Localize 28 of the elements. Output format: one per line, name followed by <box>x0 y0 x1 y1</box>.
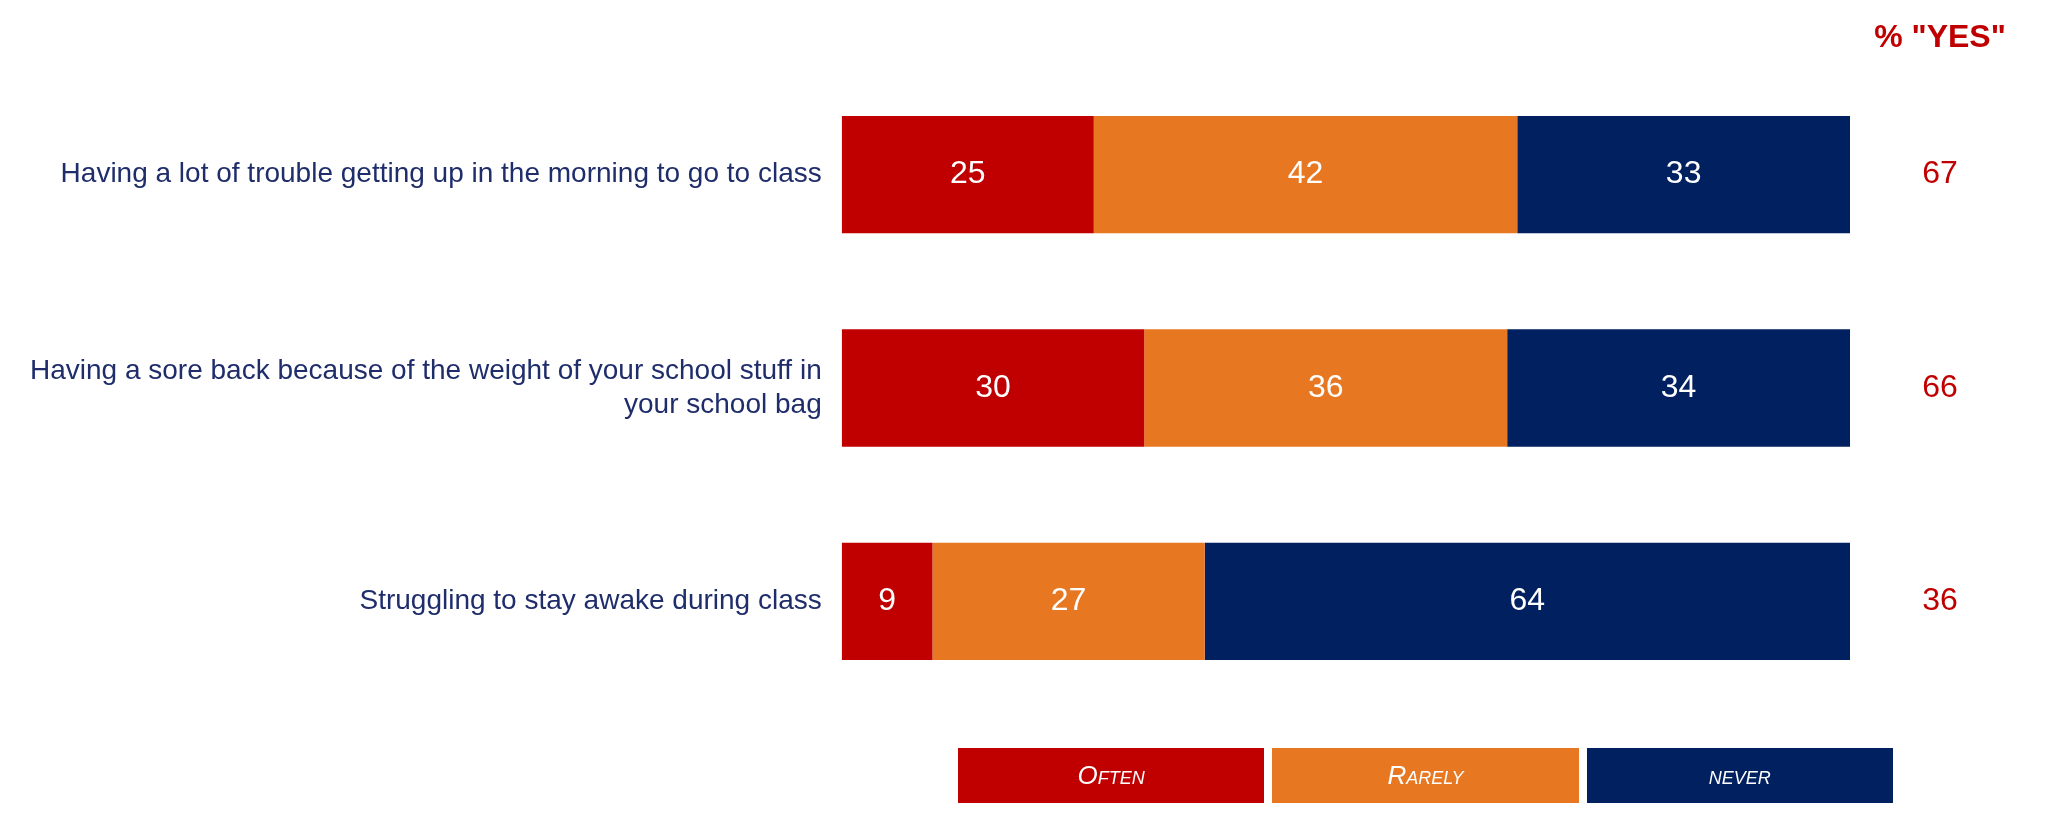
bar <box>1144 329 1508 447</box>
bar <box>1093 116 1518 234</box>
text: % "YES" <box>1874 17 2006 54</box>
bar <box>1507 329 1850 447</box>
text: 67 <box>1922 154 1958 191</box>
data-label: 42 <box>1287 154 1324 191</box>
y-tick-label: Having a sore back because of the weight of your school stuff in your school bag <box>29 353 822 419</box>
data-label: 36 <box>1307 367 1344 404</box>
data-label: 33 <box>1665 154 1702 191</box>
text: 66 <box>1922 367 1958 404</box>
bar <box>841 542 933 660</box>
text: 36 <box>1922 581 1958 618</box>
y-tick-label: Having a lot of trouble getting up in the morning to go to class <box>60 157 822 189</box>
text: Often <box>958 748 1265 803</box>
bar <box>932 542 1205 660</box>
data-label: 25 <box>949 154 986 191</box>
text: Rarely <box>1272 748 1579 803</box>
y-tick-label: Struggling to stay awake during class <box>359 584 822 616</box>
bar <box>841 116 1094 234</box>
data-label: 30 <box>975 367 1011 404</box>
text: never <box>1586 748 1893 803</box>
bar <box>1204 542 1850 660</box>
data-label: 34 <box>1660 367 1697 404</box>
data-label: 9 <box>878 581 896 618</box>
bar <box>1517 116 1850 234</box>
data-label: 27 <box>1050 581 1087 618</box>
data-label: 64 <box>1509 581 1546 618</box>
bar <box>841 329 1145 447</box>
